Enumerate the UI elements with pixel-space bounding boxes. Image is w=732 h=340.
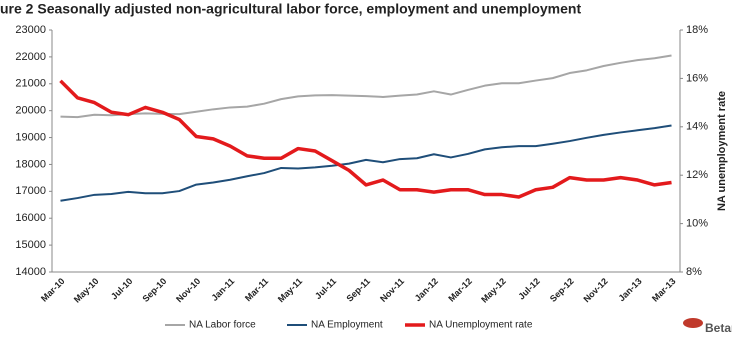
y-tick-label: 20000 [15,105,46,117]
y-tick-label: 22000 [15,51,46,63]
y-tick-label: 16000 [15,212,46,224]
series-line [60,124,672,202]
legend-label: NA Unemployment rate [429,320,533,331]
x-tick-label: Mar-12 [446,276,474,304]
y2-tick-label: 16% [686,72,708,84]
x-tick-label: Jul-11 [313,276,338,301]
y2-tick-label: 10% [686,218,708,230]
x-tick-label: Jan-11 [209,276,236,303]
x-tick-label: Sep-11 [344,276,372,304]
y2-tick-label: 8% [686,266,702,278]
x-tick-label: Jul-12 [516,276,541,301]
y2-axis-title: NA unemployment rate [716,91,728,211]
x-tick-label: Jan-13 [616,276,643,303]
y-tick-label: 17000 [15,185,46,197]
x-tick-label: Jan-12 [413,276,440,303]
x-tick-label: Mar-10 [39,276,67,304]
y2-tick-label: 14% [686,121,708,133]
x-tick-label: May-12 [479,276,508,305]
x-tick-label: Nov-12 [581,276,609,304]
y-tick-label: 19000 [15,131,46,143]
logo: Betam [705,321,732,335]
x-tick-label: Sep-10 [140,276,168,304]
x-tick-label: Nov-11 [378,276,406,304]
x-tick-label: Sep-12 [548,276,576,304]
series-line [59,79,672,199]
y-tick-label: 18000 [15,158,46,170]
legend-label: NA Employment [311,320,383,331]
chart-title: ure 2 Seasonally adjusted non-agricultur… [0,1,581,17]
y-tick-label: 23000 [15,24,46,36]
y-tick-label: 15000 [15,239,46,251]
x-tick-label: May-10 [72,276,101,305]
x-tick-label: Mar-13 [650,276,678,304]
x-tick-label: Mar-11 [243,276,270,303]
legend-label: NA Labor force [189,320,256,331]
y2-tick-label: 18% [686,24,708,36]
x-tick-label: Jul-10 [109,276,134,301]
x-tick-label: Nov-10 [174,276,202,304]
logo-icon [683,318,703,328]
y2-tick-label: 12% [686,169,708,181]
y-tick-label: 21000 [15,78,46,90]
y-tick-label: 14000 [15,266,46,278]
x-tick-label: May-11 [276,276,304,304]
